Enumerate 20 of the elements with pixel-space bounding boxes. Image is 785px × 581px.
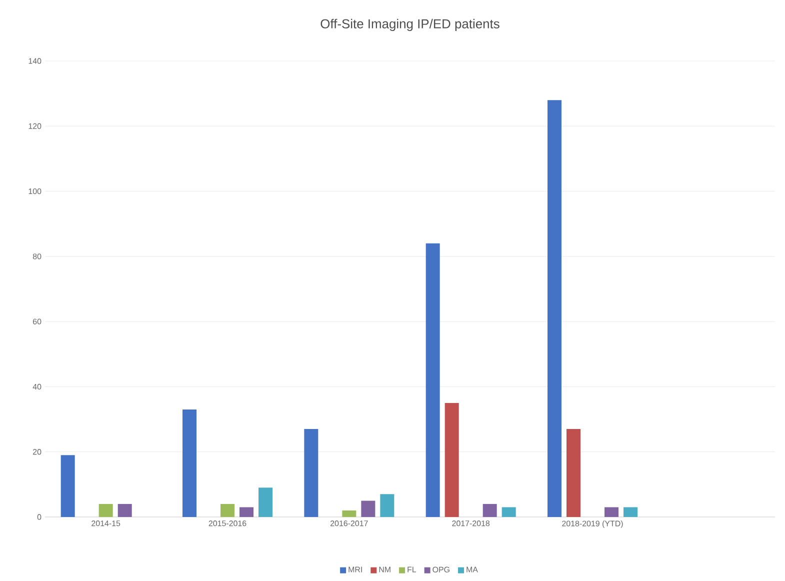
bar [361,500,376,517]
bar [502,507,516,517]
bar [98,504,113,517]
bar [482,504,497,517]
bar [304,429,318,517]
bar [624,507,638,517]
bar [426,243,440,517]
chart-title: Off-Site Imaging IP/ED patients [320,18,500,31]
bar [548,100,562,517]
bar [444,402,459,517]
bar [60,455,75,517]
bar [342,510,356,517]
bar [380,494,394,517]
bar [240,507,254,517]
bar [220,504,235,517]
bar [182,410,197,517]
bar [118,504,132,517]
bar [604,507,619,517]
bar [566,429,581,517]
bar [258,488,273,517]
